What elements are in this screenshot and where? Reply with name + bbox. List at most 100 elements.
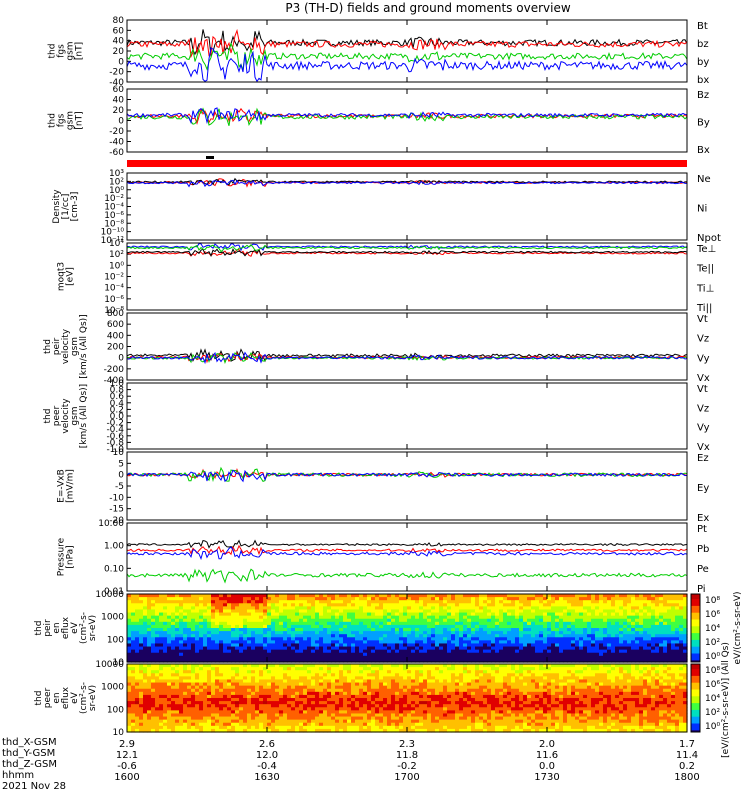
heatmap-cell [383, 612, 388, 617]
heatmap-cell [259, 679, 264, 684]
heatmap-cell [619, 628, 624, 632]
heatmap-cell [459, 615, 464, 620]
panel-6-ytick: -1.0 [106, 445, 124, 455]
heatmap-cell [151, 694, 156, 699]
heatmap-cell [207, 713, 212, 718]
heatmap-cell [347, 704, 352, 708]
heatmap-cell [287, 658, 292, 663]
legend-pi: Pi [697, 584, 706, 595]
heatmap-cell [215, 640, 220, 645]
heatmap-cell [219, 631, 224, 635]
heatmap-cell [151, 691, 156, 696]
heatmap-cell [635, 631, 640, 635]
heatmap-cell [631, 640, 636, 645]
heatmap-cell [343, 603, 348, 607]
heatmap-cell [199, 618, 204, 623]
heatmap-cell [139, 716, 144, 721]
heatmap-cell [427, 676, 432, 681]
heatmap-cell [411, 682, 416, 687]
heatmap-cell [223, 652, 228, 657]
heatmap-cell [263, 679, 268, 684]
heatmap-cell [331, 640, 336, 645]
heatmap-cell [463, 655, 468, 660]
legend-by: By [697, 118, 710, 129]
heatmap-cell [171, 691, 176, 696]
heatmap-cell [407, 624, 412, 629]
heatmap-cell [347, 646, 352, 651]
heatmap-cell [239, 685, 244, 690]
heatmap-cell [327, 701, 332, 705]
heatmap-cell [487, 594, 492, 598]
heatmap-cell [659, 600, 664, 604]
heatmap-cell [167, 640, 172, 645]
heatmap-cell [359, 652, 364, 657]
heatmap-cell [231, 704, 236, 708]
heatmap-cell [355, 597, 360, 601]
heatmap-cell [631, 621, 636, 626]
heatmap-cell [527, 646, 532, 651]
heatmap-cell [199, 643, 204, 648]
heatmap-cell [395, 722, 400, 727]
heatmap-cell [231, 713, 236, 718]
heatmap-cell [503, 615, 508, 620]
heatmap-cell [303, 634, 308, 638]
heatmap-cell [167, 670, 172, 674]
heatmap-cell [527, 628, 532, 632]
heatmap-cell [255, 603, 260, 607]
heatmap-cell [491, 643, 496, 648]
heatmap-cell [319, 606, 324, 611]
heatmap-cell [603, 612, 608, 617]
heatmap-cell [303, 701, 308, 705]
heatmap-cell [283, 612, 288, 617]
heatmap-cell [135, 719, 140, 724]
heatmap-cell [659, 637, 664, 641]
heatmap-cell [139, 618, 144, 623]
heatmap-cell [359, 679, 364, 684]
panel-3-ytick: 10⁻⁶ [104, 211, 124, 221]
heatmap-cell [595, 628, 600, 632]
heatmap-cell [215, 655, 220, 660]
heatmap-cell [291, 667, 296, 671]
heatmap-cell [563, 603, 568, 607]
heatmap-cell [535, 634, 540, 638]
heatmap-cell [219, 670, 224, 674]
heatmap-cell [479, 603, 484, 607]
heatmap-cell [227, 679, 232, 684]
heatmap-cell [199, 716, 204, 721]
heatmap-cell [247, 615, 252, 620]
heatmap-cell [239, 704, 244, 708]
heatmap-cell [451, 643, 456, 648]
heatmap-cell [487, 640, 492, 645]
heatmap-cell [359, 728, 364, 733]
heatmap-cell [403, 694, 408, 699]
heatmap-cell [411, 594, 416, 598]
heatmap-cell [219, 618, 224, 623]
heatmap-cell [163, 609, 168, 614]
heatmap-cell [391, 643, 396, 648]
heatmap-cell [587, 600, 592, 604]
heatmap-cell [575, 658, 580, 663]
heatmap-cell [371, 664, 376, 668]
heatmap-cell [591, 628, 596, 632]
heatmap-cell [127, 640, 132, 645]
heatmap-cell [187, 609, 192, 614]
heatmap-cell [415, 698, 420, 702]
heatmap-cell [131, 728, 136, 733]
heatmap-cell [607, 655, 612, 660]
heatmap-cell [283, 713, 288, 718]
heatmap-cell [475, 621, 480, 626]
heatmap-cell [299, 685, 304, 690]
heatmap-cell [367, 691, 372, 696]
heatmap-cell [627, 631, 632, 635]
heatmap-cell [131, 594, 136, 598]
heatmap-cell [499, 643, 504, 648]
heatmap-cell [127, 594, 132, 598]
heatmap-cell [295, 676, 300, 681]
heatmap-cell [331, 621, 336, 626]
heatmap-cell [507, 658, 512, 663]
heatmap-cell [667, 621, 672, 626]
heatmap-cell [175, 698, 180, 702]
heatmap-cell [411, 698, 416, 702]
heatmap-cell [575, 652, 580, 657]
heatmap-cell [631, 637, 636, 641]
